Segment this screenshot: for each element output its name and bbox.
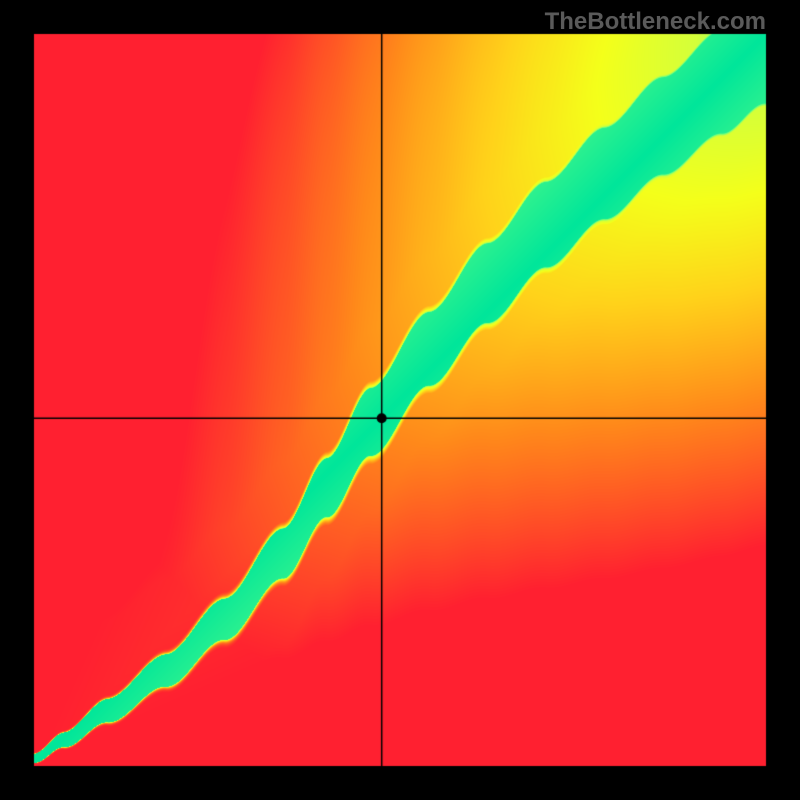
watermark-text: TheBottleneck.com	[545, 8, 766, 36]
heatmap-canvas	[0, 0, 800, 800]
bottleneck-chart: TheBottleneck.com	[0, 0, 800, 800]
